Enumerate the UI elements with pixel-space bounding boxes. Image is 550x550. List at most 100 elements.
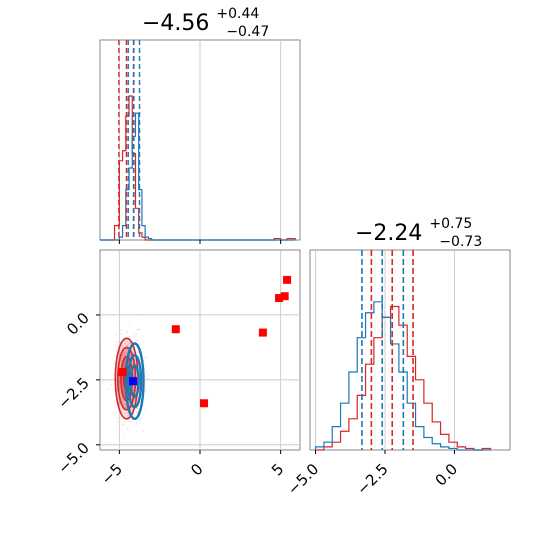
sample-point xyxy=(117,355,120,358)
sample-point xyxy=(137,351,140,353)
sample-point xyxy=(128,414,130,417)
sample-point xyxy=(128,335,131,338)
sample-point xyxy=(115,341,118,344)
sample-point xyxy=(136,339,139,341)
sample-point xyxy=(136,423,139,426)
quantile-lines xyxy=(118,40,141,240)
sample-point xyxy=(125,352,128,354)
sample-point xyxy=(133,414,136,417)
title-sup: +0.44 xyxy=(216,6,259,22)
sample-point xyxy=(116,345,119,348)
red-marker xyxy=(118,368,127,377)
sample-point xyxy=(121,425,124,427)
sample-point xyxy=(124,406,127,408)
sample-point xyxy=(122,400,125,403)
sample-point xyxy=(119,418,122,420)
contour-level xyxy=(127,353,143,409)
sample-point xyxy=(143,404,145,407)
sample-point xyxy=(142,429,144,432)
sample-point xyxy=(123,436,126,439)
title-main: −4.56 xyxy=(142,11,209,36)
sample-point xyxy=(124,339,127,342)
quantile-lines xyxy=(361,250,414,450)
marginal-hist-2: −5.0 −2.5 0.0 −2.24 +0.75 −0.73 xyxy=(284,209,511,499)
sample-point xyxy=(126,332,129,335)
sample-point xyxy=(132,413,135,416)
hist-bars xyxy=(314,301,492,451)
sample-point xyxy=(128,420,131,423)
sample-point xyxy=(123,474,126,477)
grid xyxy=(118,40,282,240)
sample-point xyxy=(120,333,123,335)
sample-point xyxy=(129,355,132,358)
y-tick-label: −2.5 xyxy=(54,374,92,412)
sample-point xyxy=(123,421,126,424)
sample-point xyxy=(130,420,132,423)
joint-scatter: −5 0 5 0.0 −2.5 −5.0 xyxy=(54,249,301,488)
sample-point xyxy=(129,354,132,356)
sample-point xyxy=(124,342,127,344)
red-marker xyxy=(275,294,284,303)
sample-point xyxy=(118,402,121,404)
sample-point xyxy=(137,407,140,410)
sample-point xyxy=(127,343,129,346)
sample-point xyxy=(116,417,119,420)
x-tick-label: 0 xyxy=(187,460,206,479)
sample-point xyxy=(122,423,125,426)
sample-point xyxy=(137,328,139,331)
sample-point xyxy=(114,344,117,347)
sample-point xyxy=(132,369,135,371)
sample-point xyxy=(144,388,147,391)
sample-point xyxy=(107,388,110,391)
sample-point xyxy=(134,335,137,337)
blue-marker xyxy=(129,377,138,386)
sample-point xyxy=(129,356,131,359)
marginal-hist-1: −4.56 +0.44 −0.47 xyxy=(99,6,301,241)
sample-point xyxy=(126,344,129,347)
sample-point xyxy=(129,425,131,428)
title-sup: +0.75 xyxy=(429,216,472,232)
sample-point xyxy=(134,359,137,362)
sample-point xyxy=(135,313,138,316)
title-sub: −0.47 xyxy=(226,24,269,40)
sample-point xyxy=(128,341,131,344)
markers xyxy=(118,275,292,408)
y-tick-label: 0.0 xyxy=(63,309,93,339)
sample-point xyxy=(132,389,135,392)
sample-point xyxy=(144,409,147,412)
sample-point xyxy=(119,329,122,331)
sample-point xyxy=(128,356,131,358)
sample-point xyxy=(113,362,115,365)
panel-title: −2.24 +0.75 −0.73 xyxy=(355,209,482,250)
sample-point xyxy=(116,420,119,423)
sample-point xyxy=(141,347,143,350)
grid xyxy=(315,250,455,450)
sample-point xyxy=(123,364,126,367)
sample-point xyxy=(118,381,121,384)
y-tick-label: −5.0 xyxy=(54,439,92,477)
sample-point xyxy=(135,422,138,424)
sample-point xyxy=(132,402,135,405)
sample-point xyxy=(136,407,139,410)
sample-point xyxy=(132,373,135,375)
sample-point xyxy=(118,387,121,390)
sample-point xyxy=(144,390,146,392)
sample-point xyxy=(139,328,141,331)
sample-point xyxy=(121,346,123,349)
sample-point xyxy=(125,407,128,410)
sample-point xyxy=(115,425,118,428)
sample-point xyxy=(122,355,125,358)
x-tick-label: −5.0 xyxy=(284,460,322,498)
sample-point xyxy=(137,410,139,413)
sample-point xyxy=(133,333,136,335)
sample-point xyxy=(123,363,126,366)
sample-point xyxy=(136,419,139,422)
sample-point xyxy=(133,375,135,377)
sample-point xyxy=(125,348,127,350)
sample-point xyxy=(132,372,135,375)
contour-level xyxy=(124,342,145,421)
sample-point xyxy=(123,403,126,406)
x-ticks: −5.0 −2.5 0.0 xyxy=(284,450,461,499)
sample-point xyxy=(132,389,135,392)
